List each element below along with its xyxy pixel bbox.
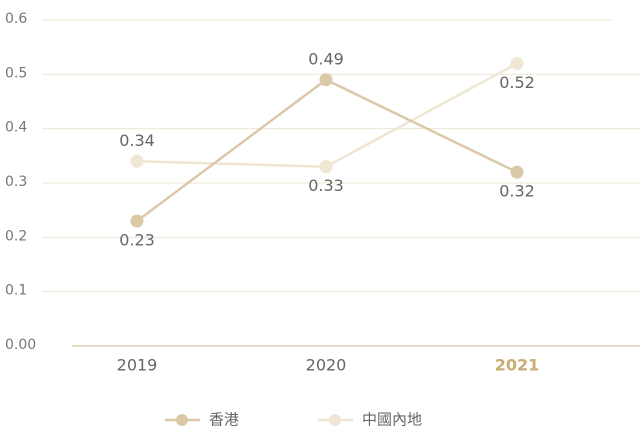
y-tick-label: 0.00 (5, 337, 36, 353)
y-tick-label: 0.6 (5, 11, 27, 27)
x-tick-label: 2020 (306, 356, 347, 375)
data-point (130, 154, 144, 168)
data-label: 0.52 (499, 73, 535, 92)
data-label: 0.23 (119, 231, 155, 250)
legend-marker (329, 414, 341, 426)
data-label: 0.33 (308, 176, 344, 195)
y-tick-label: 0.2 (5, 228, 27, 244)
data-label: 0.32 (499, 182, 535, 201)
y-tick-label: 0.3 (5, 174, 27, 190)
data-point (130, 214, 144, 228)
legend-marker (176, 414, 188, 426)
data-point (510, 56, 524, 70)
y-tick-label: 0.1 (5, 283, 27, 299)
data-point (510, 165, 524, 179)
y-tick-label: 0.5 (5, 65, 27, 81)
data-point (319, 160, 333, 174)
series-line (136, 78, 518, 223)
x-tick-label: 2019 (117, 356, 158, 375)
data-label: 0.34 (119, 131, 155, 150)
data-label: 0.49 (308, 49, 344, 68)
x-tick-label: 2021 (495, 356, 540, 375)
data-point (319, 73, 333, 87)
y-tick-label: 0.4 (5, 120, 27, 136)
legend-label: 香港 (209, 411, 239, 426)
legend-label: 中國內地 (362, 411, 422, 426)
